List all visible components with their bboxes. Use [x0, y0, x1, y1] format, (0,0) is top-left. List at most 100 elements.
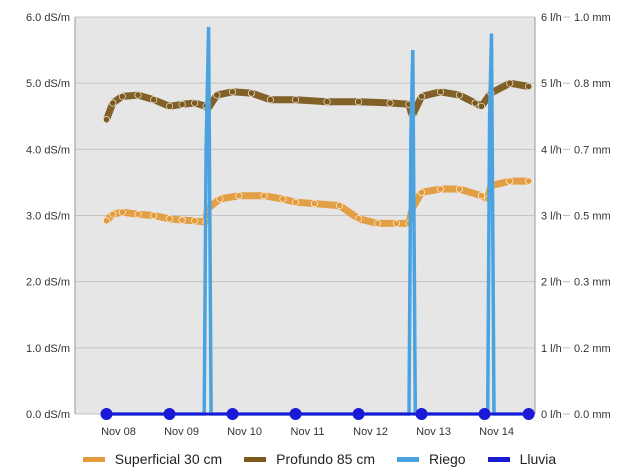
right-tick-label: 3 l/h — [541, 211, 562, 223]
data-point — [525, 177, 533, 185]
right-tick-label: 0 l/h — [541, 409, 562, 421]
legend-swatch-superficial — [82, 456, 105, 462]
data-point — [525, 82, 533, 90]
x-tick-label: Nov 10 — [227, 426, 262, 438]
data-point — [163, 408, 176, 420]
data-point — [386, 99, 394, 107]
data-point — [352, 408, 365, 420]
data-point — [392, 219, 400, 227]
data-point — [455, 91, 463, 99]
data-point — [247, 89, 255, 97]
data-point — [292, 96, 300, 104]
left-tick-label: 2.0 dS/m — [26, 277, 70, 289]
data-point — [289, 408, 302, 420]
data-point — [323, 98, 331, 106]
data-point — [178, 216, 186, 224]
right-tick-label: 0.7 mm — [574, 144, 611, 156]
left-tick-label: 5.0 dS/m — [26, 78, 70, 90]
data-point — [336, 202, 344, 210]
data-point — [109, 99, 117, 107]
right-tick-label: 0.0 mm — [574, 409, 611, 421]
right-tick-label: 1.0 mm — [574, 12, 611, 24]
series-3 — [100, 408, 535, 420]
series-2 — [106, 26, 529, 416]
right-tick-label: 0.2 mm — [574, 343, 611, 355]
x-tick-label: Nov 09 — [164, 426, 199, 438]
data-point — [235, 192, 243, 200]
right-tick-label: 1 l/h — [541, 343, 562, 355]
right-tick-label: 6 l/h — [541, 12, 562, 24]
right-tick-label: 2 l/h — [541, 277, 562, 289]
data-point — [478, 408, 491, 420]
data-point — [229, 88, 237, 96]
data-point — [506, 79, 514, 87]
legend-label-riego: Riego — [429, 451, 466, 467]
legend: Superficial 30 cm Profundo 85 cm Riego L… — [0, 449, 639, 469]
data-point — [226, 408, 239, 420]
data-point — [260, 192, 268, 200]
data-point — [415, 408, 428, 420]
right-tick-label: 0.5 mm — [574, 211, 611, 223]
right-tick-label: 5 l/h — [541, 78, 562, 90]
data-point — [522, 408, 535, 420]
data-point — [418, 92, 426, 100]
x-tick-label: Nov 12 — [353, 426, 388, 438]
right-axis-rain: 0.0 mm 0.2 mm 0.3 mm 0.5 mm 0.7 mm 0.8 mm 1.0 … — [563, 12, 611, 421]
x-tick-label: Nov 08 — [101, 426, 136, 438]
x-tick-label: Nov 11 — [291, 426, 325, 438]
data-point — [292, 198, 300, 206]
series-layer — [100, 26, 535, 420]
data-point — [373, 219, 381, 227]
data-point — [134, 210, 142, 218]
data-point — [178, 100, 186, 108]
data-point — [310, 200, 318, 208]
legend-item-lluvia[interactable]: Lluvia — [487, 451, 556, 467]
data-point — [134, 91, 142, 99]
data-point — [477, 192, 485, 200]
left-tick-label: 1.0 dS/m — [26, 343, 70, 355]
data-point — [355, 215, 363, 223]
data-point — [191, 99, 199, 107]
legend-swatch-profundo — [244, 456, 267, 462]
data-point — [118, 92, 126, 100]
series-line — [106, 26, 529, 416]
legend-label-superficial: Superficial 30 cm — [114, 451, 223, 467]
data-point — [455, 185, 463, 193]
right-tick-label: 4 l/h — [541, 144, 562, 156]
data-point — [150, 96, 158, 104]
data-point — [471, 99, 479, 107]
x-tick-label: Nov 13 — [416, 426, 451, 438]
data-point — [166, 102, 174, 110]
data-point — [118, 208, 126, 216]
data-point — [436, 88, 444, 96]
data-point — [355, 98, 363, 106]
data-point — [109, 210, 117, 218]
right-tick-label: 0.8 mm — [574, 78, 611, 90]
data-point — [506, 177, 514, 185]
legend-item-superficial[interactable]: Superficial 30 cm — [82, 451, 223, 467]
legend-item-riego[interactable]: Riego — [397, 451, 466, 467]
right-axis-flow: 0 l/h 1 l/h 2 l/h 3 l/h 4 l/h 5 l/h 6 l/h — [541, 12, 562, 421]
left-tick-label: 6.0 dS/m — [26, 12, 70, 24]
data-point — [103, 116, 111, 124]
left-tick-label: 4.0 dS/m — [26, 144, 70, 156]
chart: 0.0 dS/m 1.0 dS/m 2.0 dS/m 3.0 dS/m 4.0 dS/m… — [26, 12, 611, 438]
legend-item-profundo[interactable]: Profundo 85 cm — [244, 451, 375, 467]
legend-label-profundo: Profundo 85 cm — [276, 451, 376, 467]
data-point — [436, 185, 444, 193]
data-point — [100, 408, 113, 420]
left-axis: 0.0 dS/m 1.0 dS/m 2.0 dS/m 3.0 dS/m 4.0 dS/m… — [26, 12, 70, 421]
data-point — [150, 212, 158, 220]
data-point — [418, 188, 426, 196]
left-tick-label: 0.0 dS/m — [26, 409, 70, 421]
legend-swatch-riego — [397, 456, 420, 462]
data-point — [213, 91, 221, 99]
data-point — [216, 195, 224, 203]
x-tick-label: Nov 14 — [479, 426, 514, 438]
x-axis: Nov 08 Nov 09 Nov 10 Nov 11 Nov 12 Nov 13 Nov … — [101, 426, 514, 438]
left-tick-label: 3.0 dS/m — [26, 211, 70, 223]
data-point — [166, 215, 174, 223]
data-point — [103, 217, 111, 225]
right-tick-label: 0.3 mm — [574, 277, 611, 289]
series-line — [103, 79, 533, 124]
